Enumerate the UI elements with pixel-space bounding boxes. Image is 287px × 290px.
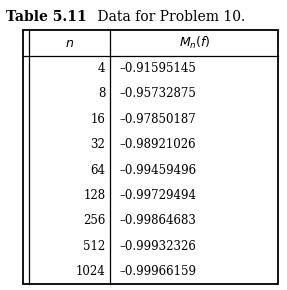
Text: 32: 32 — [90, 138, 105, 151]
Text: –0.99864683: –0.99864683 — [119, 214, 196, 227]
Text: 256: 256 — [83, 214, 105, 227]
Text: –0.99459496: –0.99459496 — [119, 164, 196, 177]
Bar — [23, 30, 278, 284]
Text: –0.99966159: –0.99966159 — [119, 265, 196, 278]
Text: 8: 8 — [98, 87, 105, 100]
Text: 128: 128 — [83, 189, 105, 202]
Text: –0.91595145: –0.91595145 — [119, 62, 196, 75]
Text: –0.95732875: –0.95732875 — [119, 87, 196, 100]
Text: –0.98921026: –0.98921026 — [119, 138, 196, 151]
Text: 1024: 1024 — [75, 265, 105, 278]
Text: Data for Problem 10.: Data for Problem 10. — [80, 10, 246, 24]
Text: 4: 4 — [98, 62, 105, 75]
Text: 16: 16 — [90, 113, 105, 126]
Text: Table 5.11: Table 5.11 — [6, 10, 86, 24]
Text: –0.99932326: –0.99932326 — [119, 240, 196, 253]
Text: 64: 64 — [90, 164, 105, 177]
Text: $M_n(f)$: $M_n(f)$ — [179, 35, 210, 51]
Text: –0.97850187: –0.97850187 — [119, 113, 196, 126]
Text: –0.99729494: –0.99729494 — [119, 189, 196, 202]
Text: $n$: $n$ — [65, 37, 74, 50]
Text: 512: 512 — [83, 240, 105, 253]
